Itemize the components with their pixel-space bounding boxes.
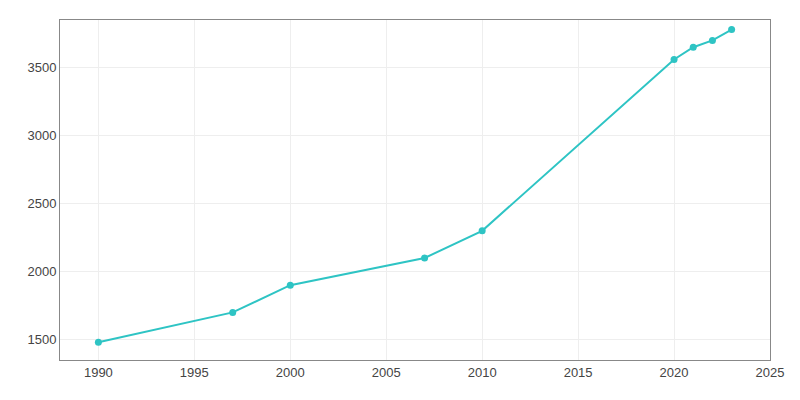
svg-text:1990: 1990 <box>84 365 113 380</box>
svg-text:2025: 2025 <box>756 365 785 380</box>
svg-text:2010: 2010 <box>468 365 497 380</box>
svg-text:3000: 3000 <box>27 128 56 143</box>
svg-text:2005: 2005 <box>372 365 401 380</box>
svg-text:2015: 2015 <box>564 365 593 380</box>
svg-text:2020: 2020 <box>660 365 689 380</box>
svg-text:2500: 2500 <box>27 196 56 211</box>
svg-text:3500: 3500 <box>27 60 56 75</box>
svg-text:1500: 1500 <box>27 332 56 347</box>
svg-text:1995: 1995 <box>180 365 209 380</box>
svg-text:2000: 2000 <box>27 264 56 279</box>
svg-text:2000: 2000 <box>276 365 305 380</box>
